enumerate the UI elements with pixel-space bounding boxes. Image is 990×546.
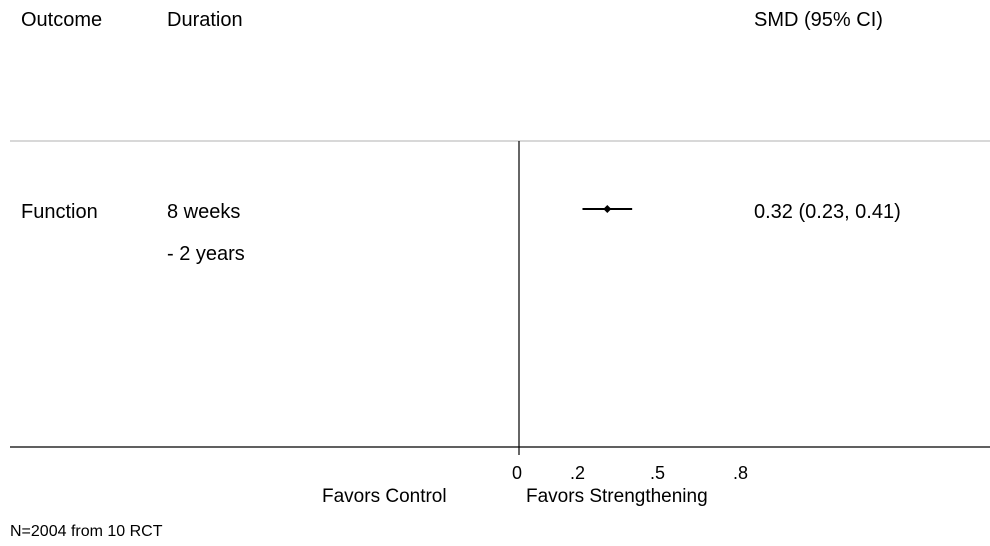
header-outcome: Outcome [21,9,103,31]
tick-label-0-2: .2 [570,463,586,483]
tick-label-0: 0 [512,463,523,483]
tick-label-0-5: .5 [650,463,666,483]
footnote: N=2004 from 10 RCT [10,523,163,540]
favors-control-label: Favors Control [322,486,447,507]
header-duration: Duration [167,9,243,31]
point-estimate-0 [603,205,612,213]
row-duration-line2: - 2 years [167,243,245,265]
row-estimate-text: 0.32 (0.23, 0.41) [754,201,901,223]
row-outcome: Function [21,201,98,223]
tick-label-0-8: .8 [733,463,749,483]
row-duration-line1: 8 weeks [167,201,241,223]
header-estimate: SMD (95% CI) [754,9,883,31]
favors-strengthening-label: Favors Strengthening [526,486,708,507]
